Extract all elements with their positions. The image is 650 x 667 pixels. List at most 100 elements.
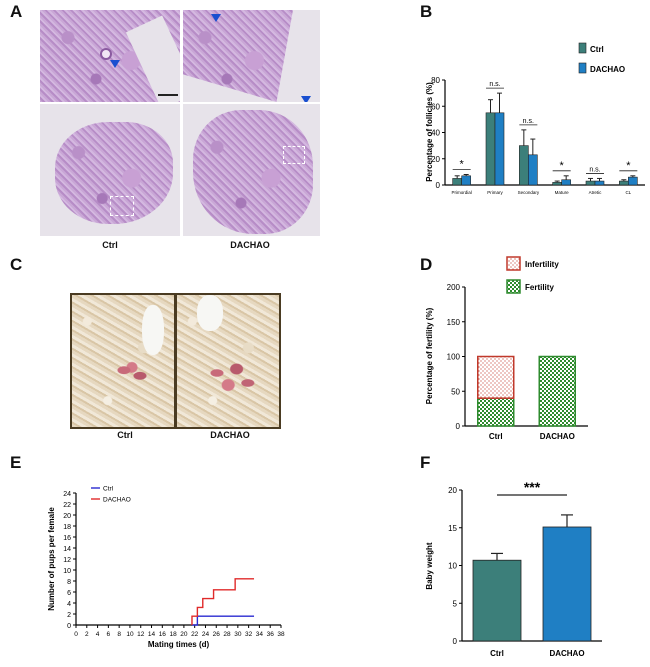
chart-b-significance-label: * [626,160,631,172]
pups-mark [112,359,152,387]
chart-e-x-tick-label: 8 [117,631,121,638]
chart-e-y-tick-label: 2 [67,612,71,619]
chart-f-x-tick-label: DACHAO [549,649,584,658]
chart-b-x-tick-label: Primary [487,190,503,195]
chart-f-bar-ctrl [472,559,522,642]
arrowhead-icon [301,96,311,102]
chart-e-y-tick-label: 8 [67,579,71,586]
oocyte-mark [100,48,112,60]
chart-f-y-axis-label: Baby weight [425,542,434,589]
chart-d-y-tick-label: 150 [447,318,461,327]
histology-dachao-zoom-image [183,10,320,102]
chart-fertility-percentage: 0 50 100 150 200 Percentage of fertility (%) C… [425,256,588,441]
chart-d-bar-fertility [477,397,515,427]
panel-label-a: A [10,2,23,21]
chart-e-line-ctrl [191,615,255,626]
panel-label-f: F [420,453,431,472]
chart-b-y-tick-label: 40 [431,129,440,138]
zoom-region-box [283,146,305,164]
histology-ctrl-zoom-image [40,10,180,102]
chart-b-x-tick-label: CL [625,190,631,195]
chart-e-y-axis-label: Number of pups per female [47,507,56,611]
chart-e-x-tick-label: 20 [180,631,188,638]
chart-d-legend-swatch [506,279,521,294]
chart-e-y-tick-label: 6 [67,590,71,597]
chart-e-x-tick-label: 6 [107,631,111,638]
chart-b-significance-label: n.s. [489,81,500,88]
chart-b-x-tick-label: Atretic [589,190,603,195]
chart-b-bar-ctrl [552,182,562,186]
chart-f-y-tick-label: 10 [448,562,457,571]
chart-d-x-tick-label: Ctrl [489,432,503,441]
chart-d-y-tick-label: 50 [451,387,460,396]
chart-e-y-tick-label: 18 [63,524,71,531]
chart-e-x-tick-label: 34 [256,631,264,638]
chart-f-y-tick-label: 20 [448,486,457,495]
chart-e-x-tick-label: 4 [96,631,100,638]
chart-e-x-tick-label: 38 [277,631,285,638]
caption-ctrl-c: Ctrl [117,430,133,440]
arrowhead-icon [110,60,120,68]
panel-label-c: C [10,255,23,274]
chart-b-y-tick-label: 80 [431,76,440,85]
chart-e-x-tick-label: 2 [85,631,89,638]
chart-e-y-tick-label: 24 [63,491,71,498]
chart-f-y-tick-label: 15 [448,524,457,533]
chart-e-x-axis-label: Mating times (d) [148,640,210,649]
histology-ctrl-ovary-image [40,104,180,236]
chart-f-y-tick-label: 5 [453,599,458,608]
chart-b-bar-dachao [628,176,638,186]
scale-bar [158,94,178,96]
mouse-mark [197,295,223,331]
chart-e-x-tick-label: 26 [213,631,221,638]
chart-b-x-tick-label: Primordial [452,190,472,195]
chart-e-x-tick-label: 16 [159,631,167,638]
chart-b-bar-dachao [594,180,605,186]
chart-b-y-tick-label: 0 [436,181,441,190]
chart-e-y-tick-label: 16 [63,535,71,542]
chart-e-x-tick-label: 28 [223,631,231,638]
caption-ctrl-a: Ctrl [102,240,118,250]
chart-b-bar-dachao [528,154,538,186]
chart-d-legend-swatch [506,256,521,271]
chart-e-x-tick-label: 36 [267,631,275,638]
chart-e-line-dachao [191,578,255,625]
chart-f-x-tick-label: Ctrl [490,649,504,658]
caption-dachao-c: DACHAO [210,430,250,440]
zoom-region-box [110,196,134,216]
chart-e-y-tick-label: 20 [63,513,71,520]
pups-mark [203,357,259,397]
caption-dachao-a: DACHAO [230,240,270,250]
chart-b-bar-dachao [494,112,505,186]
mouse-mark [142,305,164,355]
chart-b-x-tick-label: Secondary [518,190,540,195]
chart-e-x-tick-label: 14 [148,631,156,638]
chart-e-x-tick-label: 24 [202,631,210,638]
chart-b-bar-ctrl [485,112,496,186]
chart-b-bar-ctrl [519,145,529,186]
chart-baby-weight: 0 5 10 15 20 Baby weight Ctrl DACHAO *** [425,479,602,658]
chart-e-y-tick-label: 4 [67,601,71,608]
chart-b-bar-ctrl [452,178,462,186]
chart-d-bar-infertility [477,355,515,399]
chart-b-bar-dachao [461,175,471,186]
chart-f-y-tick-label: 0 [453,637,458,646]
chart-b-significance-label: * [560,160,565,172]
chart-b-y-axis-label: Percentage of follicles (%) [425,82,434,182]
chart-e-x-tick-label: 12 [137,631,145,638]
chart-e-x-tick-label: 32 [245,631,253,638]
chart-d-bar-fertility [538,355,576,427]
histology-dachao-ovary-image [183,104,320,236]
chart-b-y-tick-label: 60 [431,102,440,111]
chart-d-x-tick-label: DACHAO [540,432,575,441]
chart-e-y-tick-label: 10 [63,568,71,575]
chart-b-significance-label: * [460,159,465,171]
chart-e-y-tick-label: 22 [63,502,71,509]
chart-f-significance-label: *** [524,479,541,495]
chart-e-y-tick-label: 12 [63,557,71,564]
chart-d-legend-label: Fertility [525,283,554,292]
chart-d-y-tick-label: 100 [447,353,461,362]
chart-b-x-tick-label: Mature [555,190,570,195]
